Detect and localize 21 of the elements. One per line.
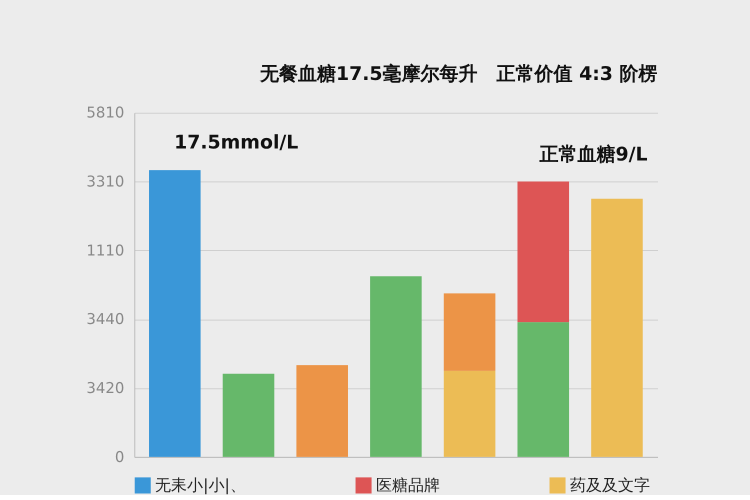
legend-label: 无耒小|小|、: [155, 475, 246, 494]
bar: [370, 276, 422, 457]
bar: [296, 365, 348, 457]
text: 17.5mmol/L: [174, 132, 298, 154]
bar: [444, 370, 496, 457]
text: 3310: [86, 172, 124, 191]
text: 5810: [86, 104, 124, 122]
text: 正常血糖9/L: [538, 143, 648, 166]
text: 0: [114, 448, 124, 466]
bar: [591, 198, 643, 457]
bar: [149, 170, 201, 457]
bar: [222, 374, 274, 457]
bar: [517, 182, 570, 322]
chart-title: 无餐血糖17.5毫摩尔每升 正常价值 4:3 阶楞: [258, 62, 658, 85]
bar: [517, 322, 570, 457]
text: 3420: [86, 379, 124, 398]
legend-label: 药及及文字: [570, 475, 650, 494]
bar: [444, 293, 496, 371]
text: 1110: [86, 241, 124, 260]
text: 3440: [86, 310, 124, 328]
legend-label: 医糖品牌: [376, 475, 440, 494]
